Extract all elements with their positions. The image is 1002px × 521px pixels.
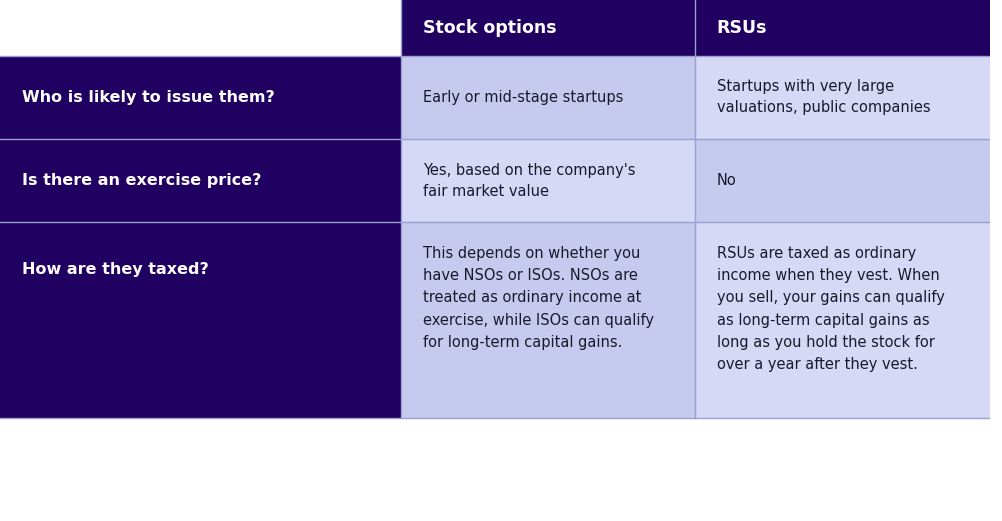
Text: Stock options: Stock options: [422, 19, 556, 37]
Bar: [694, 56, 989, 139]
Bar: [401, 0, 694, 56]
Text: How are they taxed?: How are they taxed?: [22, 262, 208, 277]
Bar: [0, 222, 401, 418]
Bar: [694, 0, 989, 56]
Bar: [0, 139, 401, 222]
Bar: [694, 139, 989, 222]
Bar: [401, 222, 694, 418]
Text: No: No: [715, 173, 735, 188]
Text: Who is likely to issue them?: Who is likely to issue them?: [22, 90, 275, 105]
Bar: [0, 56, 401, 139]
Text: Yes, based on the company's
fair market value: Yes, based on the company's fair market …: [422, 163, 634, 199]
Text: RSUs are taxed as ordinary
income when they vest. When
you sell, your gains can : RSUs are taxed as ordinary income when t…: [715, 246, 944, 372]
Bar: [401, 56, 694, 139]
Bar: [694, 222, 989, 418]
Bar: [401, 139, 694, 222]
Text: Is there an exercise price?: Is there an exercise price?: [22, 173, 261, 188]
Text: Early or mid-stage startups: Early or mid-stage startups: [422, 90, 622, 105]
Text: Startups with very large
valuations, public companies: Startups with very large valuations, pub…: [715, 79, 929, 116]
Bar: [0, 0, 401, 56]
Text: This depends on whether you
have NSOs or ISOs. NSOs are
treated as ordinary inco: This depends on whether you have NSOs or…: [422, 246, 653, 350]
Text: RSUs: RSUs: [715, 19, 767, 37]
